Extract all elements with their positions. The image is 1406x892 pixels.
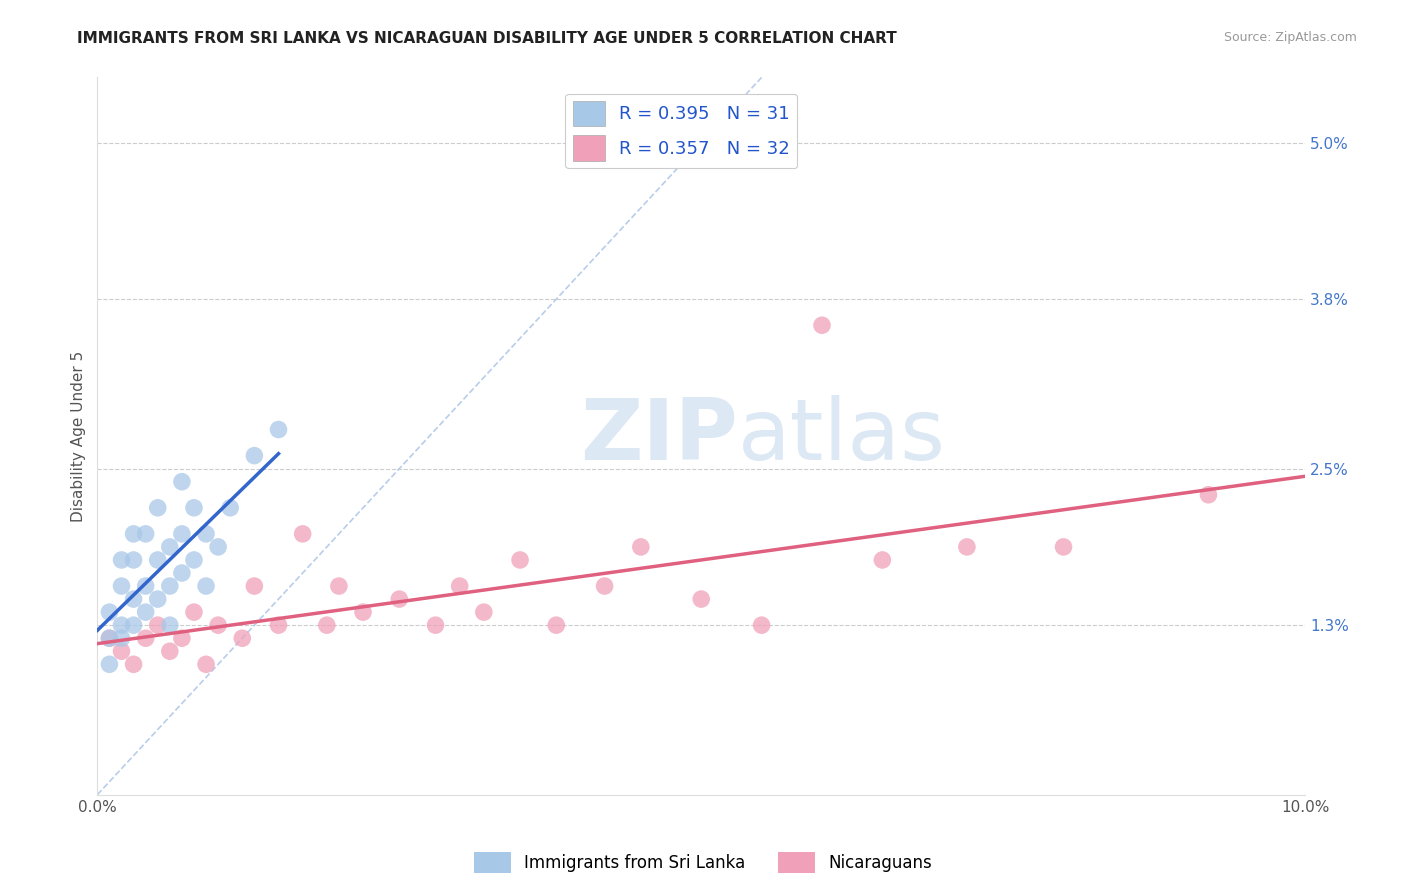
Point bbox=[183, 500, 205, 515]
Point bbox=[207, 540, 229, 554]
Point bbox=[135, 631, 157, 645]
Point bbox=[195, 527, 218, 541]
Point bbox=[122, 592, 145, 607]
Point bbox=[546, 618, 568, 632]
Point bbox=[146, 618, 169, 632]
Point bbox=[170, 475, 193, 489]
Point bbox=[146, 500, 169, 515]
Point bbox=[122, 657, 145, 672]
Point bbox=[110, 579, 132, 593]
Point bbox=[328, 579, 350, 593]
Point bbox=[267, 618, 290, 632]
Legend: Immigrants from Sri Lanka, Nicaraguans: Immigrants from Sri Lanka, Nicaraguans bbox=[467, 846, 939, 880]
Point bbox=[1198, 488, 1220, 502]
Point bbox=[472, 605, 495, 619]
Point bbox=[872, 553, 894, 567]
Point bbox=[267, 423, 290, 437]
Point bbox=[146, 553, 169, 567]
Point bbox=[146, 592, 169, 607]
Point bbox=[195, 579, 218, 593]
Point bbox=[98, 605, 121, 619]
Point bbox=[170, 527, 193, 541]
Y-axis label: Disability Age Under 5: Disability Age Under 5 bbox=[72, 351, 86, 522]
Point bbox=[135, 579, 157, 593]
Point bbox=[183, 553, 205, 567]
Point bbox=[219, 500, 242, 515]
Point bbox=[593, 579, 616, 593]
Point bbox=[159, 540, 181, 554]
Point bbox=[110, 644, 132, 658]
Text: atlas: atlas bbox=[738, 394, 945, 477]
Text: IMMIGRANTS FROM SRI LANKA VS NICARAGUAN DISABILITY AGE UNDER 5 CORRELATION CHART: IMMIGRANTS FROM SRI LANKA VS NICARAGUAN … bbox=[77, 31, 897, 46]
Point bbox=[122, 553, 145, 567]
Point bbox=[811, 318, 834, 333]
Point bbox=[388, 592, 411, 607]
Point bbox=[183, 605, 205, 619]
Point bbox=[291, 527, 314, 541]
Point bbox=[170, 631, 193, 645]
Point bbox=[98, 631, 121, 645]
Point bbox=[159, 579, 181, 593]
Point bbox=[231, 631, 253, 645]
Point bbox=[449, 579, 471, 593]
Point bbox=[509, 553, 531, 567]
Point bbox=[751, 618, 773, 632]
Point bbox=[956, 540, 979, 554]
Text: ZIP: ZIP bbox=[579, 394, 738, 477]
Point bbox=[195, 657, 218, 672]
Point bbox=[122, 527, 145, 541]
Point bbox=[690, 592, 713, 607]
Text: Source: ZipAtlas.com: Source: ZipAtlas.com bbox=[1223, 31, 1357, 45]
Point bbox=[1052, 540, 1074, 554]
Point bbox=[207, 618, 229, 632]
Point bbox=[243, 449, 266, 463]
Point bbox=[315, 618, 337, 632]
Point bbox=[159, 618, 181, 632]
Legend: R = 0.395   N = 31, R = 0.357   N = 32: R = 0.395 N = 31, R = 0.357 N = 32 bbox=[565, 94, 797, 169]
Point bbox=[98, 631, 121, 645]
Point bbox=[159, 644, 181, 658]
Point bbox=[110, 618, 132, 632]
Point bbox=[352, 605, 374, 619]
Point bbox=[135, 527, 157, 541]
Point bbox=[170, 566, 193, 580]
Point bbox=[135, 605, 157, 619]
Point bbox=[122, 618, 145, 632]
Point bbox=[630, 540, 652, 554]
Point bbox=[243, 579, 266, 593]
Point bbox=[110, 553, 132, 567]
Point bbox=[425, 618, 447, 632]
Point bbox=[98, 657, 121, 672]
Point bbox=[110, 631, 132, 645]
